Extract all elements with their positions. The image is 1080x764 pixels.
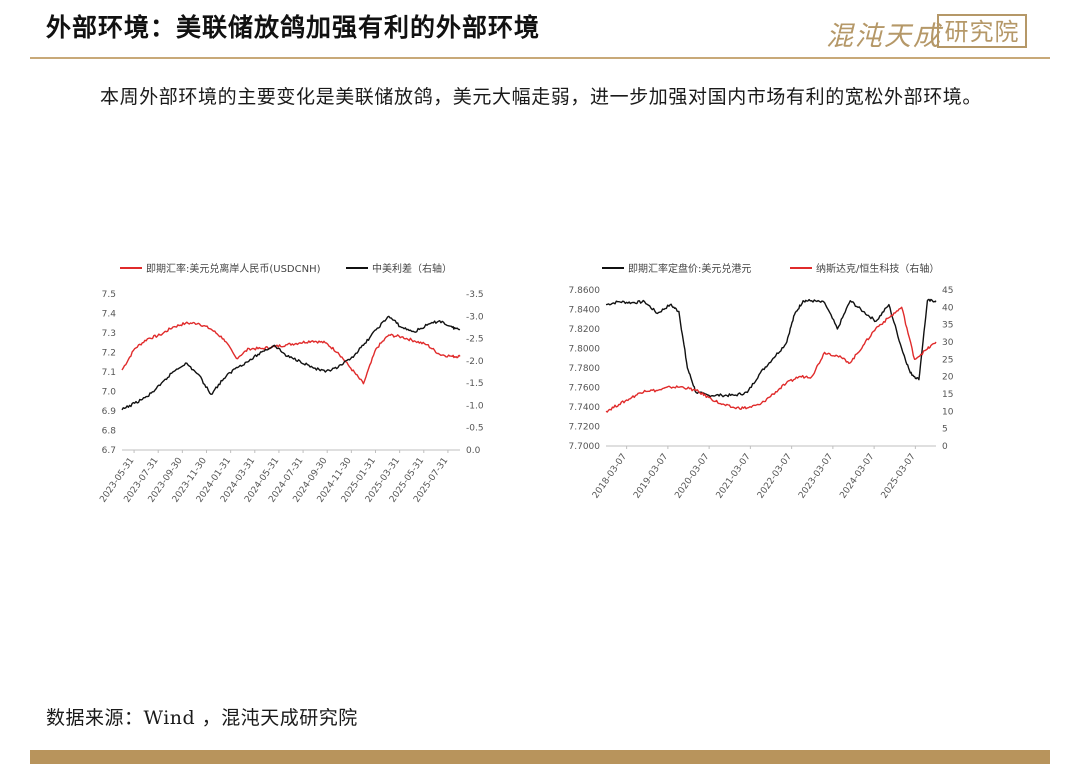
x-tick-label: 2025-03-07 xyxy=(880,452,918,501)
y-left-tick-label: 7.0 xyxy=(102,388,117,398)
y-right-tick-label: 5 xyxy=(942,425,948,435)
header-divider xyxy=(30,57,1050,59)
y-right-tick-label: 0 xyxy=(942,442,948,452)
y-right-tick-label: -0.5 xyxy=(466,424,484,434)
chart-usdcnh-spread: 即期汇率:美元兑离岸人民币(USDCNH) 中美利差（右轴） 7.5 7.4 7.3 7.… xyxy=(84,254,494,514)
source-note: 数据来源：Wind ，混沌天成研究院 xyxy=(46,707,358,729)
y-left-tick-label: 7.8600 xyxy=(569,286,601,296)
series-line-0 xyxy=(121,321,461,385)
x-tick-label: 2018-03-07 xyxy=(591,452,629,501)
series-line-1 xyxy=(605,306,937,413)
legend-label-0: 即期汇率定盘价:美元兑港元 xyxy=(628,262,751,275)
brand-logo: 混沌天成 研究院 xyxy=(826,8,1032,54)
y-right-tick-label: -3.0 xyxy=(466,312,484,322)
y-right-tick-label: 40 xyxy=(942,303,954,313)
y-right-tick-label: 20 xyxy=(942,373,954,383)
chart-usdcnh-spread-svg: 即期汇率:美元兑离岸人民币(USDCNH) 中美利差（右轴） 7.5 7.4 7.3 7.… xyxy=(98,262,484,505)
y-left-tick-label: 6.8 xyxy=(102,427,117,437)
y-right-tick-label: -2.0 xyxy=(466,357,484,367)
chart-usdhkd-nasdaq-svg: 即期汇率定盘价:美元兑港元 纳斯达克/恒生科技（右轴） 7.8600 7.8400 7.… xyxy=(569,262,954,501)
x-tick-label: 2024-03-07 xyxy=(838,452,876,501)
chart-usdhkd-nasdaq: 即期汇率定盘价:美元兑港元 纳斯达克/恒生科技（右轴） 7.8600 7.8400 7.… xyxy=(560,254,970,514)
y-right-tick-label: 15 xyxy=(942,390,953,400)
legend-label-1: 中美利差（右轴） xyxy=(372,262,452,275)
y-left-tick-label: 7.7000 xyxy=(569,442,601,452)
y-left-tick-label: 7.8000 xyxy=(569,345,601,355)
y-right-tick-label: 30 xyxy=(942,338,954,348)
y-left-tick-label: 7.7800 xyxy=(569,364,601,374)
y-right-tick-label: -1.0 xyxy=(466,401,484,411)
x-tick-label: 2021-03-07 xyxy=(715,452,753,501)
y-left-tick-label: 6.9 xyxy=(102,407,117,417)
series-line-1 xyxy=(121,315,461,411)
page-title: 外部环境：美联储放鸽加强有利的外部环境 xyxy=(46,13,541,42)
y-left-tick-label: 7.7200 xyxy=(569,423,601,433)
y-left-tick-label: 7.7600 xyxy=(569,384,601,394)
logo-box-text: 研究院 xyxy=(937,14,1027,48)
y-right-tick-label: -2.5 xyxy=(466,335,484,345)
y-left-tick-label: 7.4 xyxy=(102,310,117,320)
y-right-tick-label: 10 xyxy=(942,407,954,417)
y-right-tick-label: -3.5 xyxy=(466,290,484,300)
legend-label-0: 即期汇率:美元兑离岸人民币(USDCNH) xyxy=(146,262,321,275)
y-right-tick-label: 45 xyxy=(942,286,953,296)
x-tick-label: 2019-03-07 xyxy=(632,452,670,501)
series-line-0 xyxy=(605,298,937,398)
footer-bar xyxy=(30,750,1050,764)
intro-paragraph: 本周外部环境的主要变化是美联储放鸽，美元大幅走弱，进一步加强对国内市场有利的宽松… xyxy=(100,86,983,108)
y-right-tick-label: 0.0 xyxy=(466,446,481,456)
x-tick-label: 2023-03-07 xyxy=(797,452,835,501)
y-right-tick-label: -1.5 xyxy=(466,379,484,389)
y-left-tick-label: 6.7 xyxy=(102,446,116,456)
y-left-tick-label: 7.5 xyxy=(102,290,116,300)
y-left-tick-label: 7.3 xyxy=(102,329,116,339)
y-left-tick-label: 7.1 xyxy=(102,368,116,378)
legend-label-1: 纳斯达克/恒生科技（右轴） xyxy=(816,262,939,275)
logo-script-text: 混沌天成 xyxy=(826,21,942,52)
x-tick-label: 2022-03-07 xyxy=(756,452,794,501)
y-left-tick-label: 7.7400 xyxy=(569,403,601,413)
y-left-tick-label: 7.8400 xyxy=(569,306,601,316)
y-left-tick-label: 7.2 xyxy=(102,349,116,359)
y-left-tick-label: 7.8200 xyxy=(569,325,601,335)
y-right-tick-label: 35 xyxy=(942,321,953,331)
y-right-tick-label: 25 xyxy=(942,355,953,365)
x-tick-label: 2020-03-07 xyxy=(673,452,711,501)
